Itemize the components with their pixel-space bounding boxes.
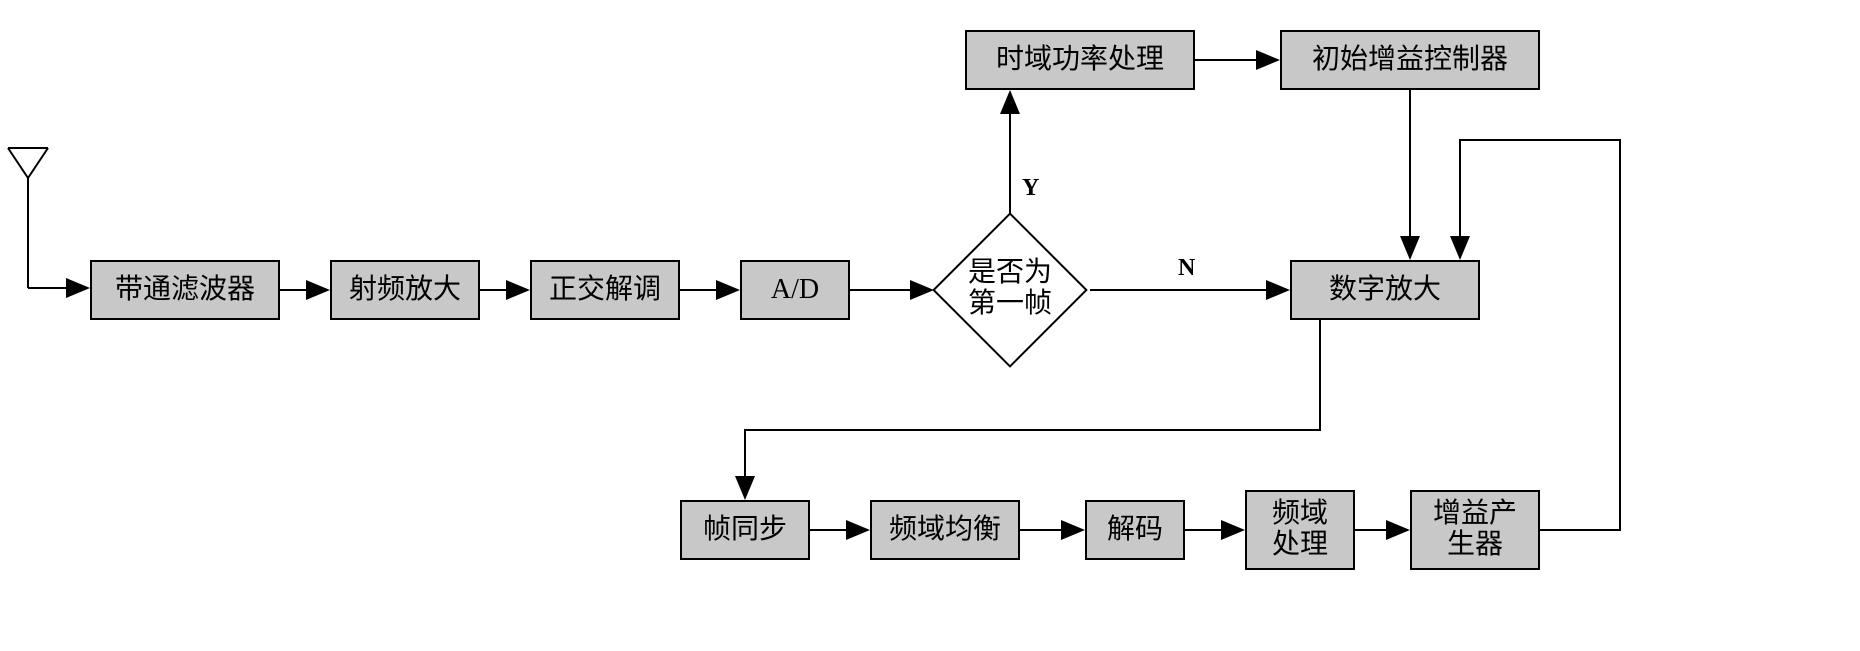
- rfamp-label: 射频放大: [349, 275, 461, 306]
- ad-block: A/D: [740, 260, 850, 320]
- decision-text: 是否为第一帧: [968, 257, 1052, 319]
- freqeq-label: 频域均衡: [889, 515, 1001, 546]
- timepower-label: 时域功率处理: [996, 45, 1164, 76]
- edge-yes-label: Y: [1022, 175, 1039, 202]
- gaingen-block: 增益产生器: [1410, 490, 1540, 570]
- gaingen-label: 增益产生器: [1433, 499, 1517, 561]
- ad-label: A/D: [771, 275, 819, 306]
- framesync-label: 帧同步: [703, 515, 787, 546]
- digamp-label: 数字放大: [1329, 275, 1441, 306]
- decode-block: 解码: [1085, 500, 1185, 560]
- iqdemod-block: 正交解调: [530, 260, 680, 320]
- decision-label: 是否为第一帧: [955, 258, 1065, 320]
- decode-label: 解码: [1107, 515, 1163, 546]
- edge-no-label: N: [1178, 255, 1195, 282]
- bandpass-block: 带通滤波器: [90, 260, 280, 320]
- freqproc-label: 频域处理: [1272, 499, 1328, 561]
- initgain-label: 初始增益控制器: [1312, 45, 1508, 76]
- bandpass-label: 带通滤波器: [115, 275, 255, 306]
- initgain-block: 初始增益控制器: [1280, 30, 1540, 90]
- digamp-block: 数字放大: [1290, 260, 1480, 320]
- freqproc-block: 频域处理: [1245, 490, 1355, 570]
- freqeq-block: 频域均衡: [870, 500, 1020, 560]
- iqdemod-label: 正交解调: [549, 275, 661, 306]
- timepower-block: 时域功率处理: [965, 30, 1195, 90]
- framesync-block: 帧同步: [680, 500, 810, 560]
- rfamp-block: 射频放大: [330, 260, 480, 320]
